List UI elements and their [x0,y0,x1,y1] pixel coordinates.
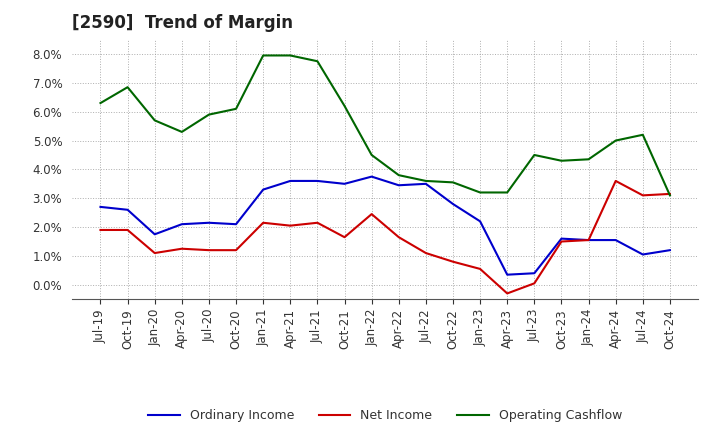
Ordinary Income [232,222,240,227]
Net Income [123,227,132,233]
Operating Cashflow [232,106,240,111]
Operating Cashflow [503,190,511,195]
Operating Cashflow [639,132,647,137]
Ordinary Income [530,271,539,276]
Ordinary Income [313,178,322,183]
Text: [2590]  Trend of Margin: [2590] Trend of Margin [72,15,293,33]
Operating Cashflow [341,103,349,109]
Operating Cashflow [557,158,566,163]
Ordinary Income [584,238,593,243]
Net Income [341,235,349,240]
Ordinary Income [421,181,430,187]
Operating Cashflow [530,152,539,158]
Operating Cashflow [476,190,485,195]
Net Income [178,246,186,251]
Operating Cashflow [421,178,430,183]
Operating Cashflow [395,172,403,178]
Operating Cashflow [286,53,294,58]
Ordinary Income [665,248,674,253]
Net Income [639,193,647,198]
Net Income [232,248,240,253]
Ordinary Income [395,183,403,188]
Net Income [584,238,593,243]
Ordinary Income [476,219,485,224]
Net Income [313,220,322,225]
Net Income [286,223,294,228]
Operating Cashflow [204,112,213,117]
Operating Cashflow [96,100,105,106]
Operating Cashflow [313,59,322,64]
Ordinary Income [178,222,186,227]
Ordinary Income [204,220,213,225]
Operating Cashflow [123,84,132,90]
Net Income [150,250,159,256]
Ordinary Income [639,252,647,257]
Net Income [449,259,457,264]
Operating Cashflow [665,193,674,198]
Net Income [395,235,403,240]
Ordinary Income [123,207,132,213]
Net Income [530,281,539,286]
Operating Cashflow [150,118,159,123]
Net Income [367,212,376,217]
Net Income [611,178,620,183]
Net Income [557,239,566,244]
Legend: Ordinary Income, Net Income, Operating Cashflow: Ordinary Income, Net Income, Operating C… [143,404,627,427]
Operating Cashflow [449,180,457,185]
Ordinary Income [259,187,268,192]
Operating Cashflow [611,138,620,143]
Net Income [204,248,213,253]
Operating Cashflow [367,152,376,158]
Ordinary Income [341,181,349,187]
Ordinary Income [449,202,457,207]
Line: Operating Cashflow: Operating Cashflow [101,55,670,195]
Ordinary Income [150,231,159,237]
Ordinary Income [96,204,105,209]
Net Income [476,266,485,271]
Net Income [259,220,268,225]
Ordinary Income [367,174,376,179]
Net Income [421,250,430,256]
Net Income [665,191,674,197]
Net Income [503,291,511,296]
Net Income [96,227,105,233]
Ordinary Income [286,178,294,183]
Operating Cashflow [259,53,268,58]
Operating Cashflow [584,157,593,162]
Ordinary Income [503,272,511,277]
Line: Net Income: Net Income [101,181,670,293]
Line: Ordinary Income: Ordinary Income [101,176,670,275]
Ordinary Income [557,236,566,241]
Operating Cashflow [178,129,186,135]
Ordinary Income [611,238,620,243]
